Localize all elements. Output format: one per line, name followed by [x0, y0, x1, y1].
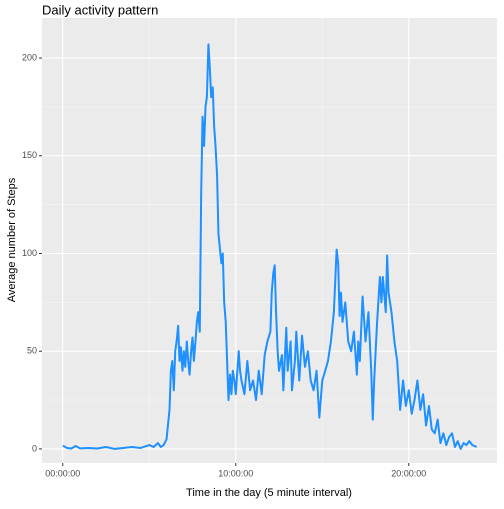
x-tick-label: 10:00:00	[218, 468, 253, 478]
x-tick-label: 20:00:00	[391, 468, 426, 478]
line-series	[62, 43, 478, 450]
y-tick-label: 50	[27, 346, 37, 356]
y-tick-label: 0	[32, 443, 37, 453]
x-axis-label: Time in the day (5 minute interval)	[186, 487, 352, 499]
x-tick-label: 00:00:00	[45, 468, 80, 478]
panel	[42, 18, 497, 463]
chart-title: Daily activity pattern	[42, 2, 158, 17]
y-tick-label: 100	[22, 248, 37, 258]
y-tick-label: 150	[22, 150, 37, 160]
y-axis-label: Average number of Steps	[6, 177, 18, 302]
y-tick-label: 200	[22, 52, 37, 62]
